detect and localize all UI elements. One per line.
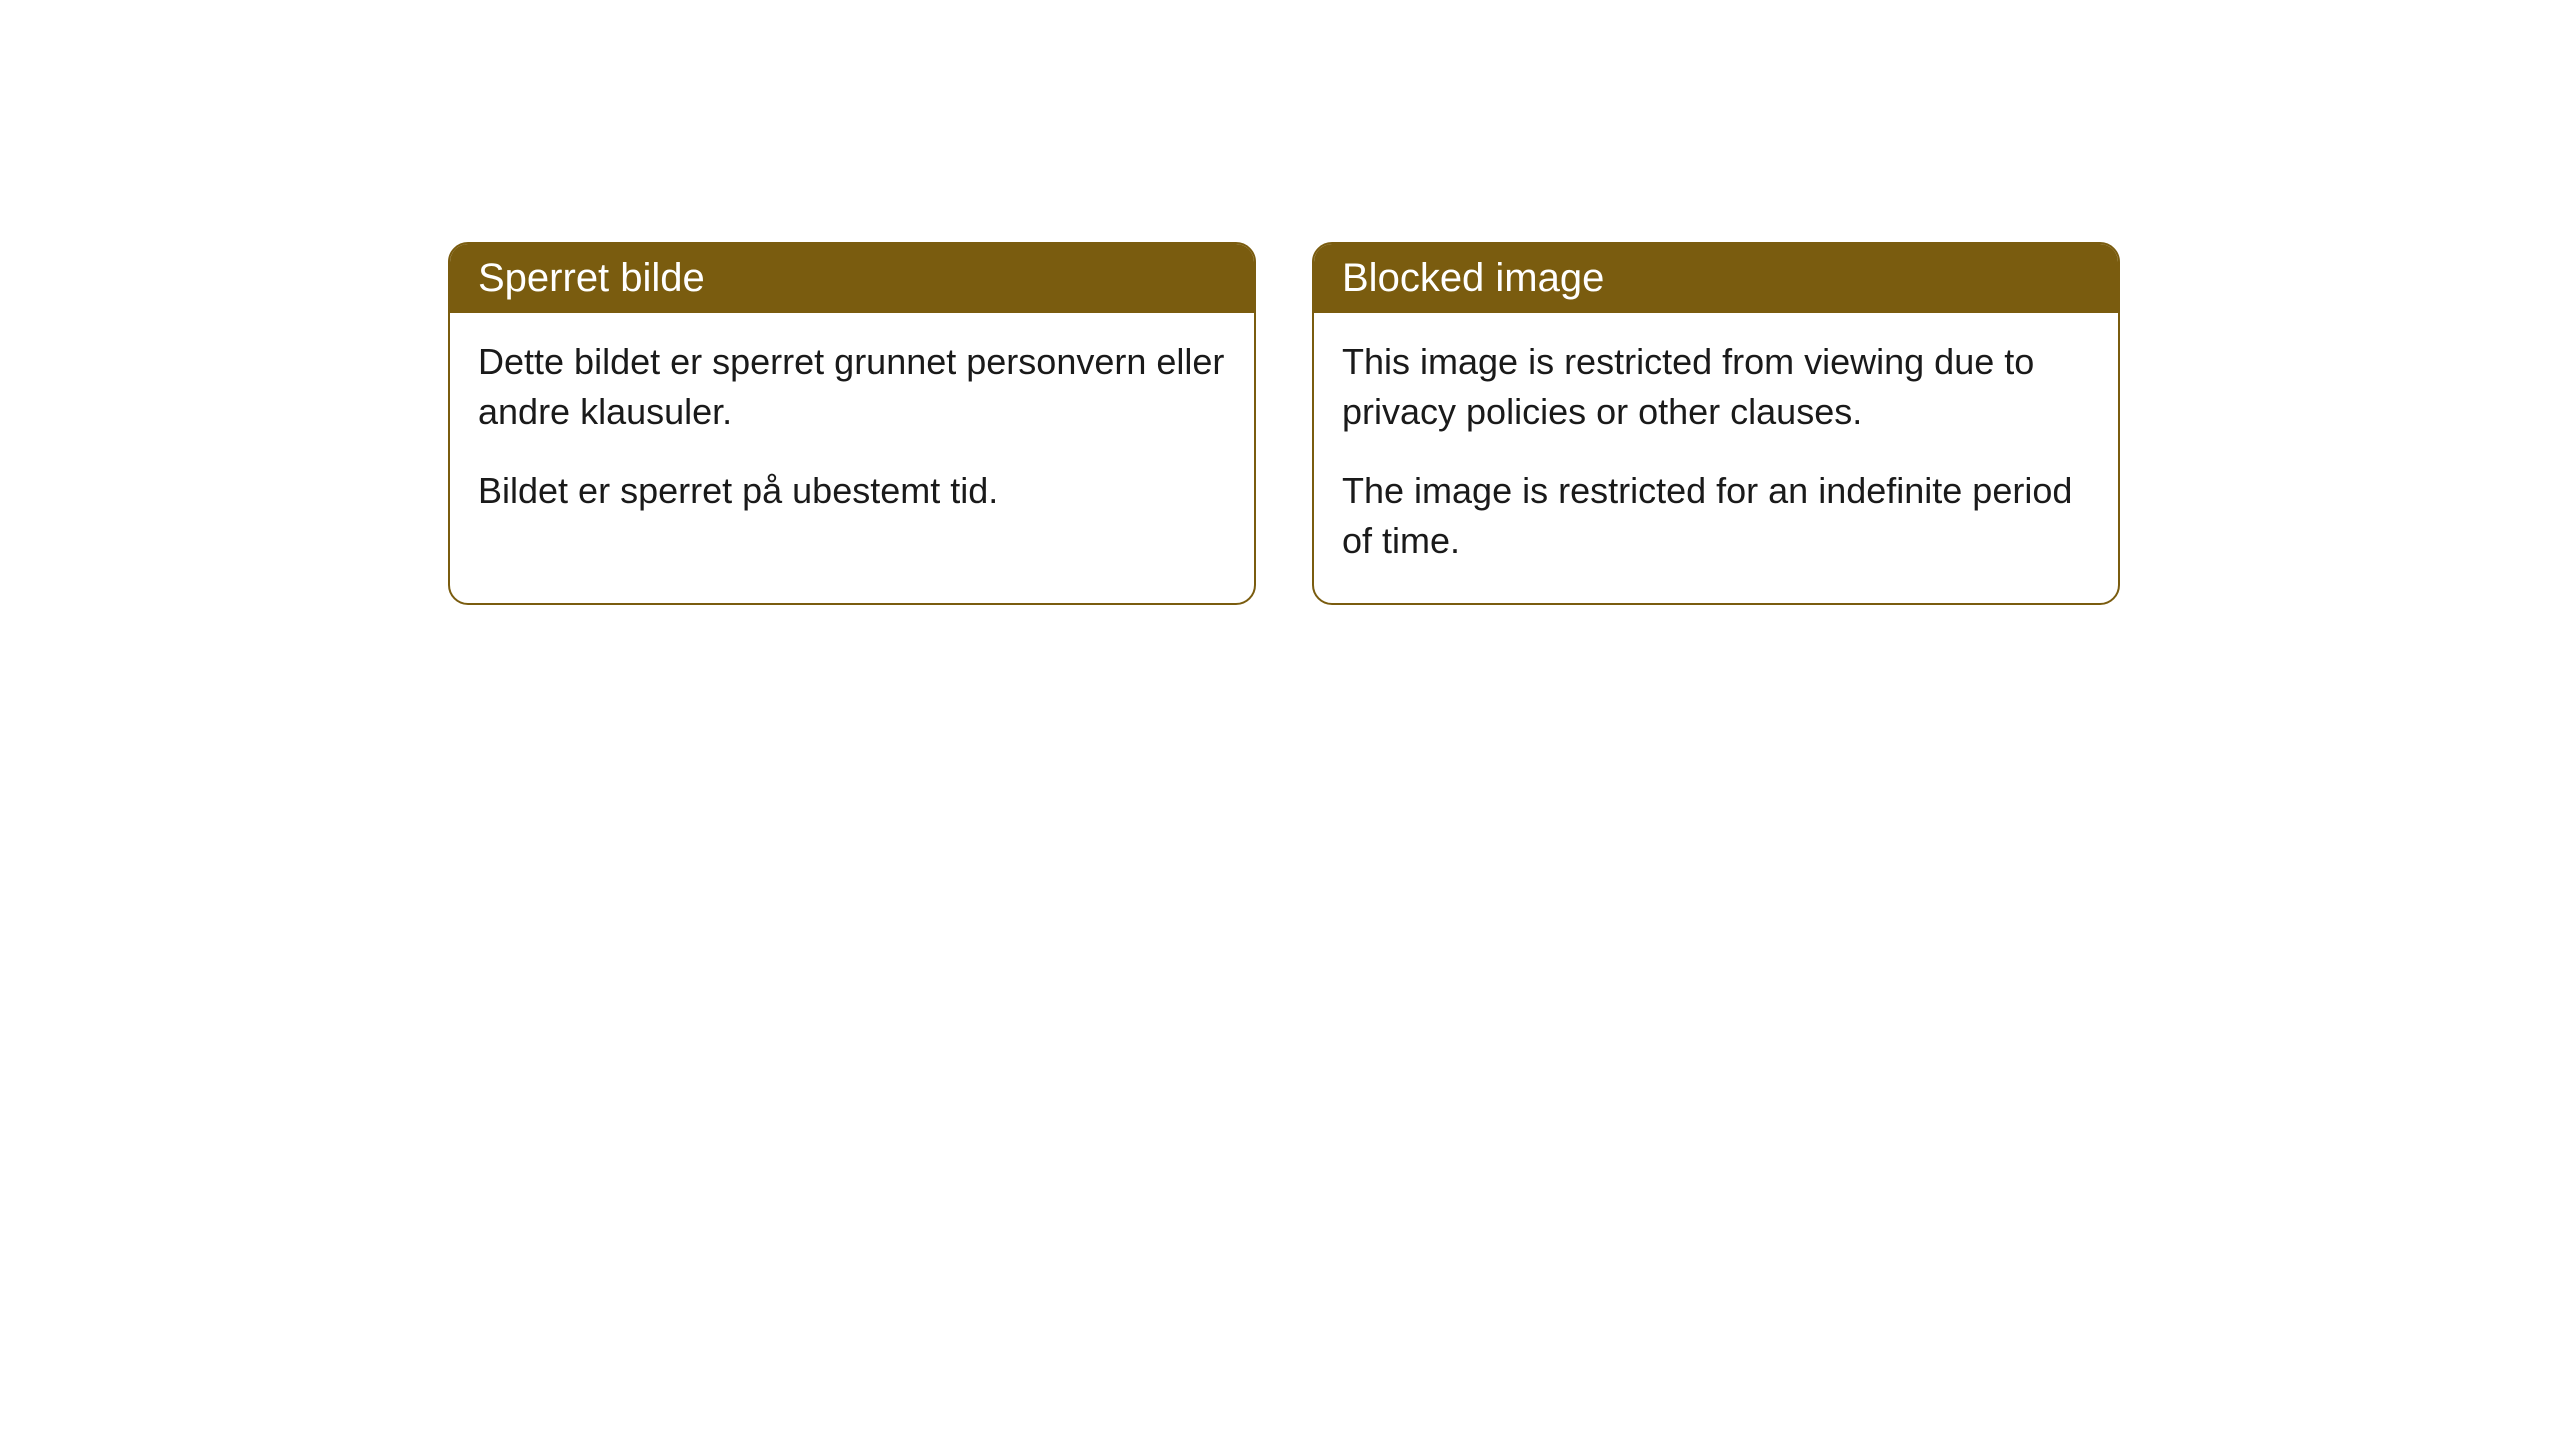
notice-cards-container: Sperret bilde Dette bildet er sperret gr… (448, 242, 2120, 605)
card-title: Blocked image (1342, 256, 1604, 300)
card-paragraph: Dette bildet er sperret grunnet personve… (478, 337, 1226, 438)
card-title: Sperret bilde (478, 256, 705, 300)
card-paragraph: This image is restricted from viewing du… (1342, 337, 2090, 438)
blocked-image-card-english: Blocked image This image is restricted f… (1312, 242, 2120, 605)
blocked-image-card-norwegian: Sperret bilde Dette bildet er sperret gr… (448, 242, 1256, 605)
card-paragraph: Bildet er sperret på ubestemt tid. (478, 466, 1226, 516)
card-body-norwegian: Dette bildet er sperret grunnet personve… (450, 313, 1254, 552)
card-header-english: Blocked image (1314, 244, 2118, 313)
card-paragraph: The image is restricted for an indefinit… (1342, 466, 2090, 567)
card-header-norwegian: Sperret bilde (450, 244, 1254, 313)
card-body-english: This image is restricted from viewing du… (1314, 313, 2118, 603)
